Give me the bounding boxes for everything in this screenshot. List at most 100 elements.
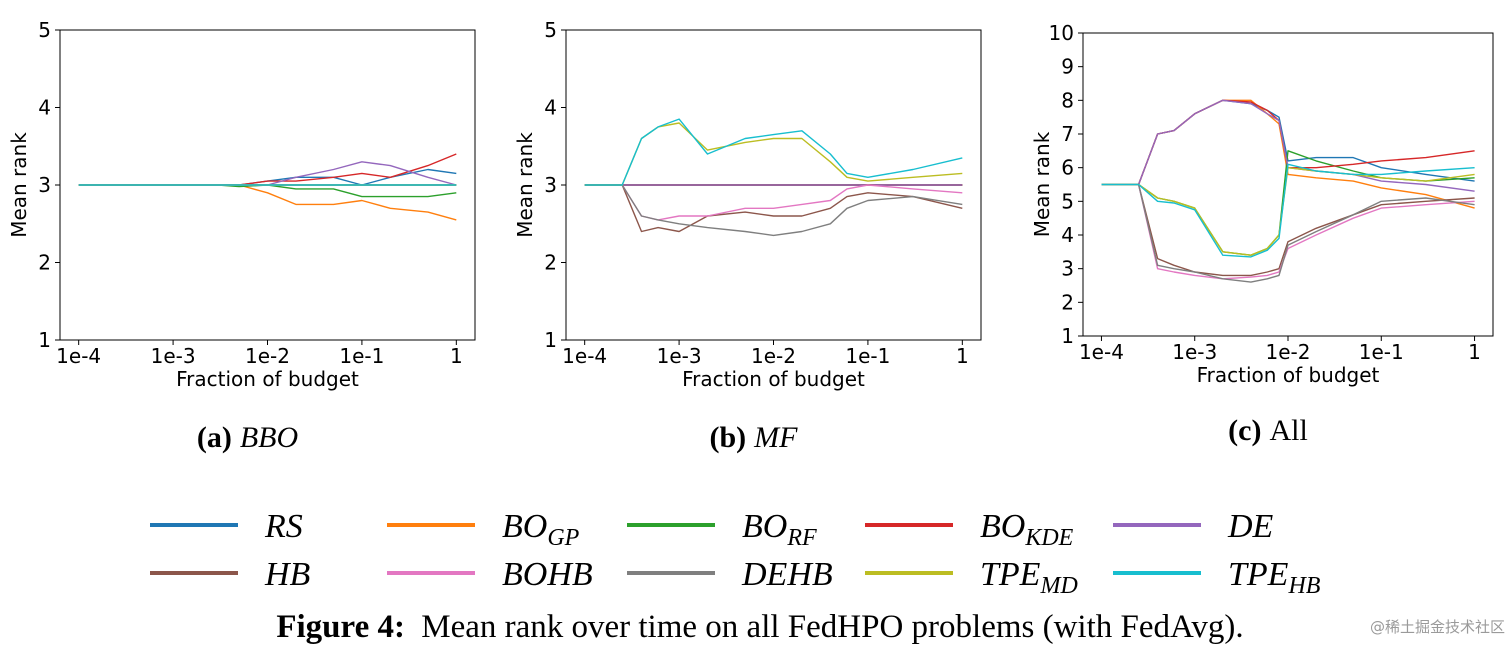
series-line-tpe-hb [1101,163,1475,258]
axes-frame [1082,32,1494,337]
y-tick-label: 4 [1061,223,1074,247]
x-tick-label: 1e-1 [339,344,384,368]
x-axis-label: Fraction of budget [176,367,359,391]
x-tick-label: 1e-3 [151,344,196,368]
series-line-de [1101,99,1475,192]
legend-label-sub: MD [1039,573,1077,599]
legend-label-sub: HB [1287,573,1320,599]
chart-panel-c: 1 2 3 4 5 6 7 8 9 10 1e-4 1e-3 1e-2 1e-1 1 Fraction of … [1030,21,1494,447]
legend-label-main: RS [264,508,303,545]
series-line-bohb [1101,183,1475,280]
series-group [1101,99,1475,283]
legend-item: BOHB [387,556,593,593]
legend-label-main: DE [1227,508,1274,545]
panel-caption-name: All [1269,414,1307,447]
y-axis-label: Mean rank [1030,131,1054,237]
y-tick-label: 2 [38,251,51,275]
y-tick-label: 3 [1061,257,1074,281]
y-tick-label: 10 [1049,21,1074,45]
panel-caption: (c) All [1228,414,1308,447]
legend-item: DEHB [627,556,833,593]
figure-caption: Figure 4: Mean rank over time on all Fed… [276,609,1243,645]
legend-label: RS [264,508,303,545]
legend-label-main: BO [980,508,1025,545]
figure-caption-text: Mean rank over time on all FedHPO proble… [421,609,1243,645]
panel-caption: (b) MF [710,421,799,454]
x-tick-label: 1e-2 [1266,340,1311,364]
legend-label-main: TPE [980,556,1041,593]
y-axis-label: Mean rank [513,132,537,238]
series-line-bo-rf [78,184,457,198]
series-group [584,118,963,237]
y-tick-label: 1 [544,328,557,352]
legend-item: BORF [627,508,817,551]
legend-label-main: BOHB [502,556,593,593]
x-tick-label: 1 [956,344,969,368]
y-tick-label: 1 [38,328,51,352]
figure-caption-label: Figure 4: [276,609,405,645]
series-line-dehb [1101,183,1475,283]
legend-item: BOGP [387,508,580,551]
series-line-tpe-md [584,122,963,186]
x-axis-label: Fraction of budget [682,367,865,391]
x-tick-label: 1e-4 [1079,340,1124,364]
y-tick-label: 4 [38,96,51,120]
y-tick-label: 4 [544,96,557,120]
legend-label: HB [264,556,311,593]
legend-label: TPEMD [980,556,1078,599]
series-line-tpe-hb [584,118,963,186]
y-tick-label: 1 [1061,324,1074,348]
y-axis-label: Mean rank [7,132,31,238]
series-line-hb [1101,183,1475,277]
legend-label: BORF [742,508,817,551]
watermark: @稀土掘金技术社区 [1370,618,1505,636]
legend-item: TPEMD [865,556,1078,599]
chart-panel-a: 1 2 3 4 5 1e-4 1e-3 1e-2 1e-1 1 Fraction of budget… [7,18,476,454]
panel-caption-label: (b) [710,421,747,454]
legend-label: DEHB [741,556,833,593]
x-tick-label: 1e-4 [56,344,101,368]
legend-label: DE [1227,508,1274,545]
legend-label-main: DEHB [741,556,833,593]
panel-caption-label: (c) [1228,414,1261,447]
legend-item: HB [150,556,311,593]
y-tick-label: 3 [38,173,51,197]
chart-panel-b: 1 2 3 4 5 1e-4 1e-3 1e-2 1e-1 1 Fraction of budget… [513,18,982,454]
y-tick-label: 5 [544,18,557,42]
y-tick-label: 3 [544,173,557,197]
panel-caption: (a) BBO [197,421,298,454]
legend-label-sub: GP [547,525,579,551]
y-tick-label: 2 [544,251,557,275]
series-group [78,153,457,221]
x-axis-label: Fraction of budget [1197,363,1380,387]
legend-label-main: HB [264,556,311,593]
y-tick-label: 9 [1061,55,1074,79]
x-tick-label: 1 [450,344,463,368]
x-tick-label: 1e-3 [657,344,702,368]
x-tick-label: 1e-1 [1359,340,1404,364]
x-tick-label: 1e-2 [751,344,796,368]
legend-item: TPEHB [1113,556,1321,599]
x-tick-label: 1 [1468,340,1481,364]
series-line-dehb [584,184,963,237]
legend-label-main: BO [742,508,787,545]
x-tick-label: 1e-1 [845,344,890,368]
legend-item: RS [150,508,303,545]
y-tick-label: 6 [1061,156,1074,180]
x-tick-label: 1e-2 [245,344,290,368]
x-tick-label: 1e-4 [562,344,607,368]
panel-caption-name: BBO [240,421,298,454]
legend-label-main: BO [502,508,547,545]
series-line-rs [78,168,457,186]
panel-caption-label: (a) [197,421,232,454]
legend-label: TPEHB [1228,556,1321,599]
legend-label: BOKDE [980,508,1074,551]
legend-item: BOKDE [865,508,1074,551]
y-tick-label: 7 [1061,122,1074,146]
series-line-hb [584,184,963,233]
y-tick-label: 5 [38,18,51,42]
series-line-bo-kde [78,153,457,186]
series-line-tpe-md [1101,166,1475,256]
y-tick-label: 5 [1061,189,1074,213]
